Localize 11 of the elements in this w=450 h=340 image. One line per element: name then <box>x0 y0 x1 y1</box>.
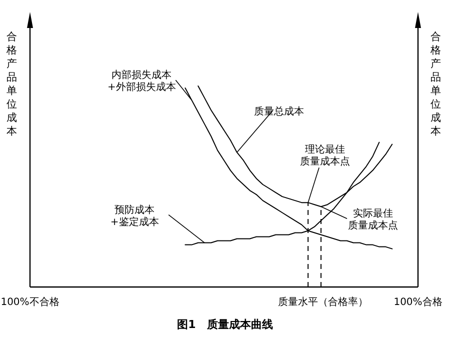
y2label: 合格产品单位成本 <box>430 31 442 138</box>
annotation: 预防成本 +鉴定成本 <box>110 204 205 244</box>
annotation: 质量总成本 <box>254 105 304 118</box>
annotation: 内部损失成本 +外部损失成本 <box>107 69 176 94</box>
xlabel: 质量水平（合格率） <box>278 297 368 308</box>
annotation: 预防成本 +鉴定成本 <box>110 204 159 228</box>
annotation: 实际最佳质量成本点 <box>320 206 398 232</box>
ylabel: 合格产品单位成本 <box>6 31 18 138</box>
title: 图1 质量成本曲线 <box>177 318 273 331</box>
annotation: 实际最佳质量成本点 <box>348 208 398 232</box>
annotation: 内部损失成本 +外部损失成本 <box>107 70 192 100</box>
